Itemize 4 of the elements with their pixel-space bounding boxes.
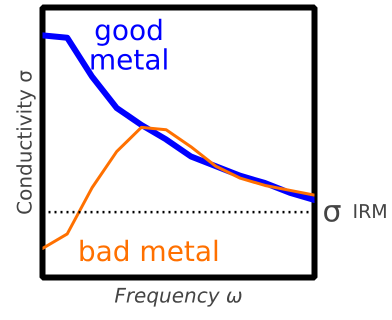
series-label: bad metal (78, 234, 220, 268)
series-label: good metal (88, 14, 170, 77)
y-axis-title: Conductivity σ (12, 70, 36, 215)
x-axis-title: Frequency ω (114, 284, 243, 308)
